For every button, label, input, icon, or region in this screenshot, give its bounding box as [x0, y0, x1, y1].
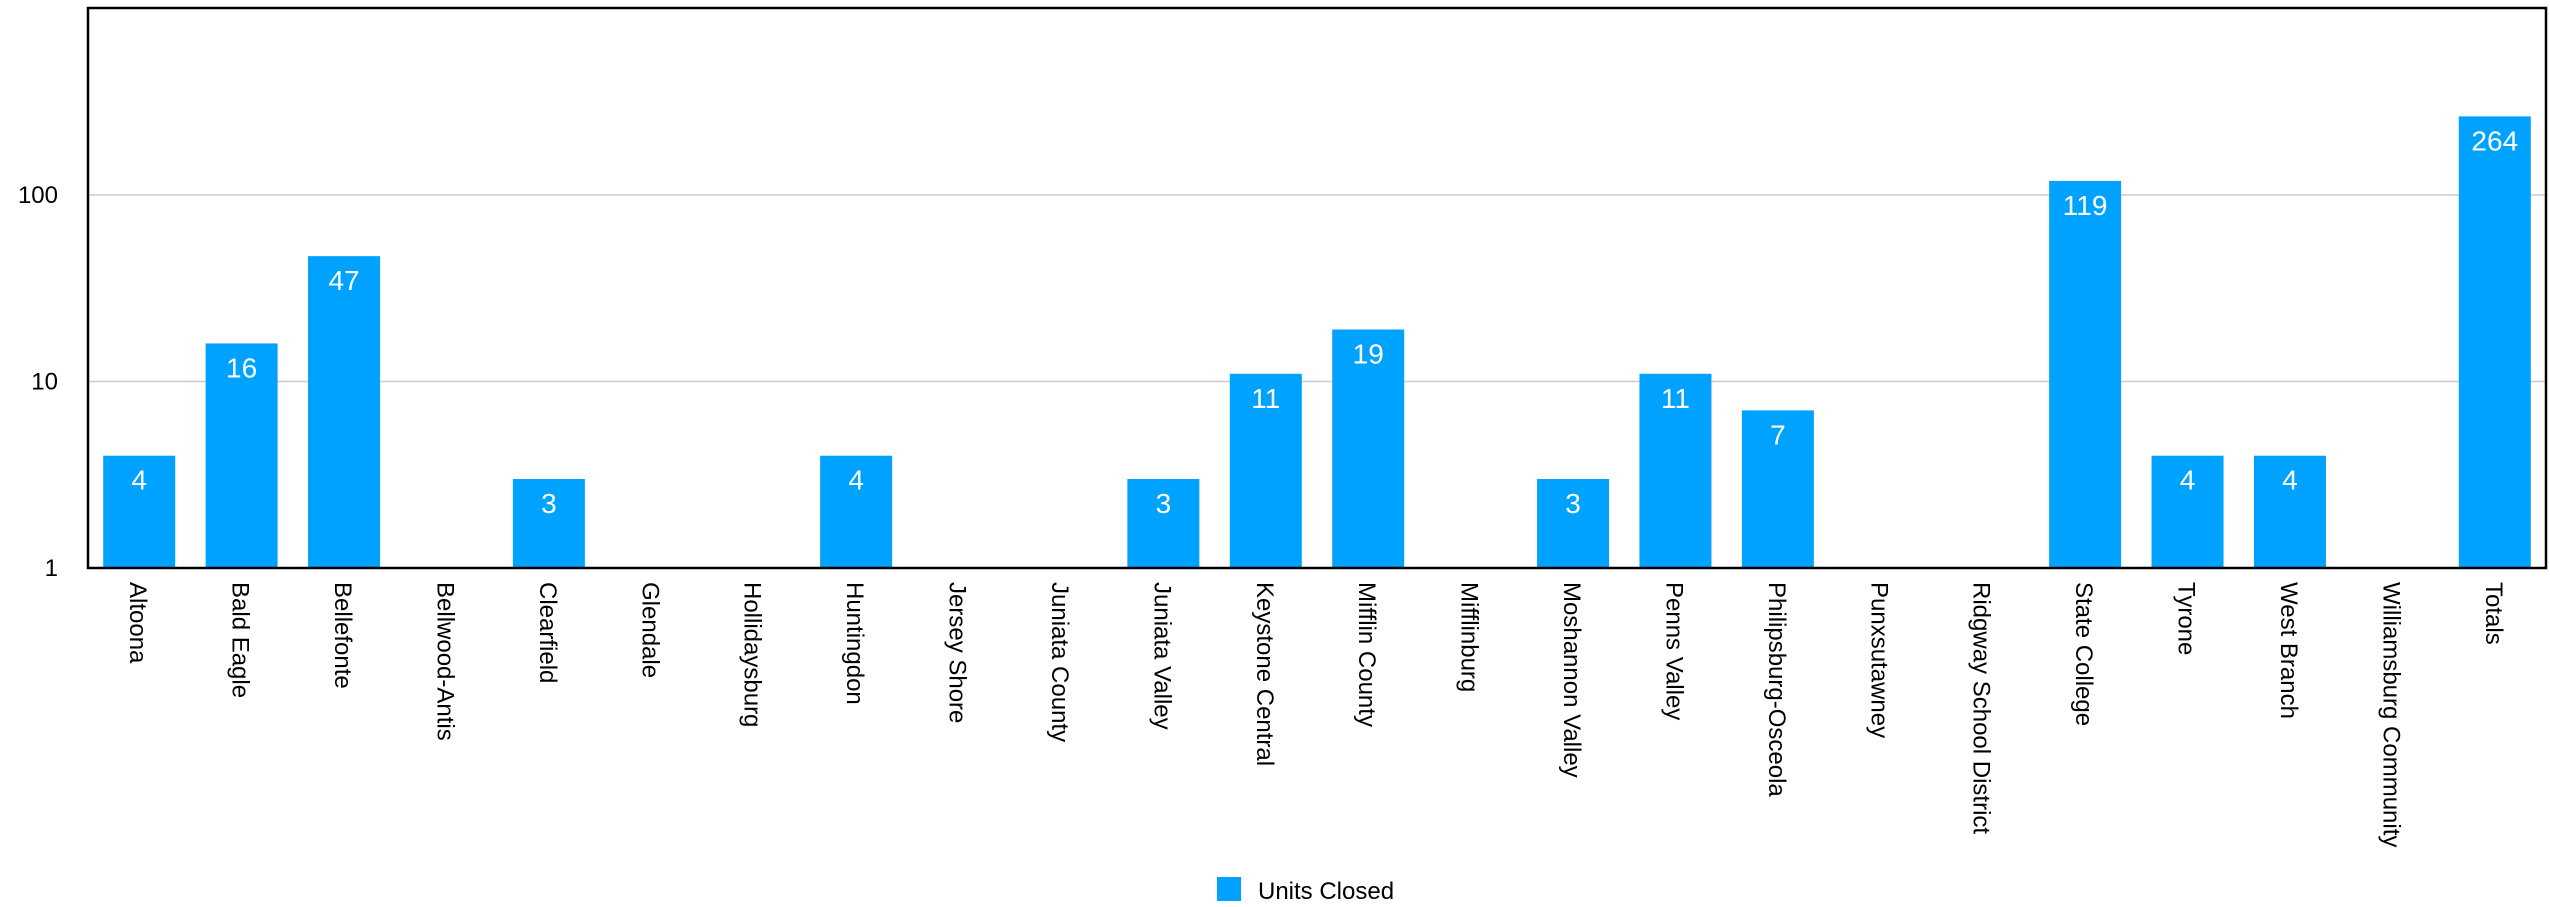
bar [2151, 455, 2224, 568]
bar [1741, 410, 1814, 568]
bar-value-label: 11 [1661, 383, 1690, 414]
bar [1639, 373, 1712, 568]
bar [1229, 373, 1302, 568]
x-tick-label: Tyrone [2173, 582, 2200, 655]
y-tick-label: 100 [18, 182, 58, 209]
legend-swatch [1217, 877, 1241, 901]
x-tick-label: Juniata County [1046, 582, 1073, 742]
bar [103, 455, 176, 568]
x-tick-label: Juniata Valley [1148, 582, 1175, 730]
x-tick-label: Williamsburg Community [2377, 582, 2404, 847]
bar-value-label: 19 [1353, 339, 1384, 370]
x-tick-label: Bellefonte [329, 582, 356, 689]
x-tick-label: Mifflin County [1353, 582, 1380, 727]
bar [2049, 180, 2122, 568]
bar-value-label: 4 [131, 465, 147, 496]
x-tick-label: Jersey Shore [944, 582, 971, 723]
legend-label: Units Closed [1258, 878, 1394, 905]
grid-layer [88, 194, 2546, 383]
bar-value-label: 16 [226, 352, 257, 383]
x-tick-label: Bald Eagle [227, 582, 254, 698]
x-tick-label: Keystone Central [1251, 582, 1278, 766]
bar [1127, 479, 1200, 568]
bar-value-label: 3 [541, 488, 557, 519]
bar [308, 256, 381, 568]
bar-value-label: 3 [1156, 488, 1172, 519]
x-tick-label: West Branch [2275, 582, 2302, 719]
x-tick-label: Penns Valley [1660, 582, 1687, 720]
bar-value-label: 7 [1770, 419, 1786, 450]
bar-value-label: 119 [2063, 190, 2108, 221]
bar-value-label: 4 [2282, 465, 2298, 496]
x-tick-label: State College [2070, 582, 2097, 726]
bar-value-label: 4 [2180, 465, 2196, 496]
x-tick-label: Totals [2480, 582, 2507, 645]
y-tick-label: 10 [31, 369, 58, 396]
x-tick-label: Altoona [124, 582, 151, 664]
x-tick-label: Punxsutawney [1865, 582, 1892, 738]
x-tick-label: Mifflinburg [1456, 582, 1483, 692]
bar [1332, 329, 1405, 568]
axis-layer: 1 10 100 Altoona Bald Eagle Bellefonte Bellwoo… [18, 6, 2548, 847]
bar-value-label: 4 [848, 465, 864, 496]
x-tick-label: Moshannon Valley [1558, 582, 1585, 778]
bar-value-label: 3 [1565, 488, 1581, 519]
bar-value-label: 264 [2471, 125, 2518, 156]
x-tick-label: Ridgway School District [1968, 582, 1995, 834]
x-tick-label: Philipsburg-Osceola [1763, 582, 1790, 797]
bar [820, 455, 893, 568]
bar [205, 343, 278, 568]
legend: Units Closed [1217, 877, 1394, 905]
bar [2458, 116, 2531, 569]
bar-value-label: 47 [328, 265, 359, 296]
bar [1537, 479, 1610, 568]
x-tick-label: Huntingdon [841, 582, 868, 705]
bar [2253, 455, 2326, 568]
bars-layer: 4 16 47 3 4 3 11 19 3 11 7 119 4 4 264 [103, 116, 2531, 569]
bar [512, 479, 585, 568]
y-tick-label: 1 [45, 555, 58, 582]
x-tick-label: Hollidaysburg [739, 582, 766, 727]
plot-frame [86, 6, 2548, 570]
bar-value-label: 11 [1251, 383, 1280, 414]
x-tick-label: Glendale [636, 582, 663, 678]
x-tick-label: Bellwood-Antis [431, 582, 458, 741]
x-tick-label: Clearfield [534, 582, 561, 683]
